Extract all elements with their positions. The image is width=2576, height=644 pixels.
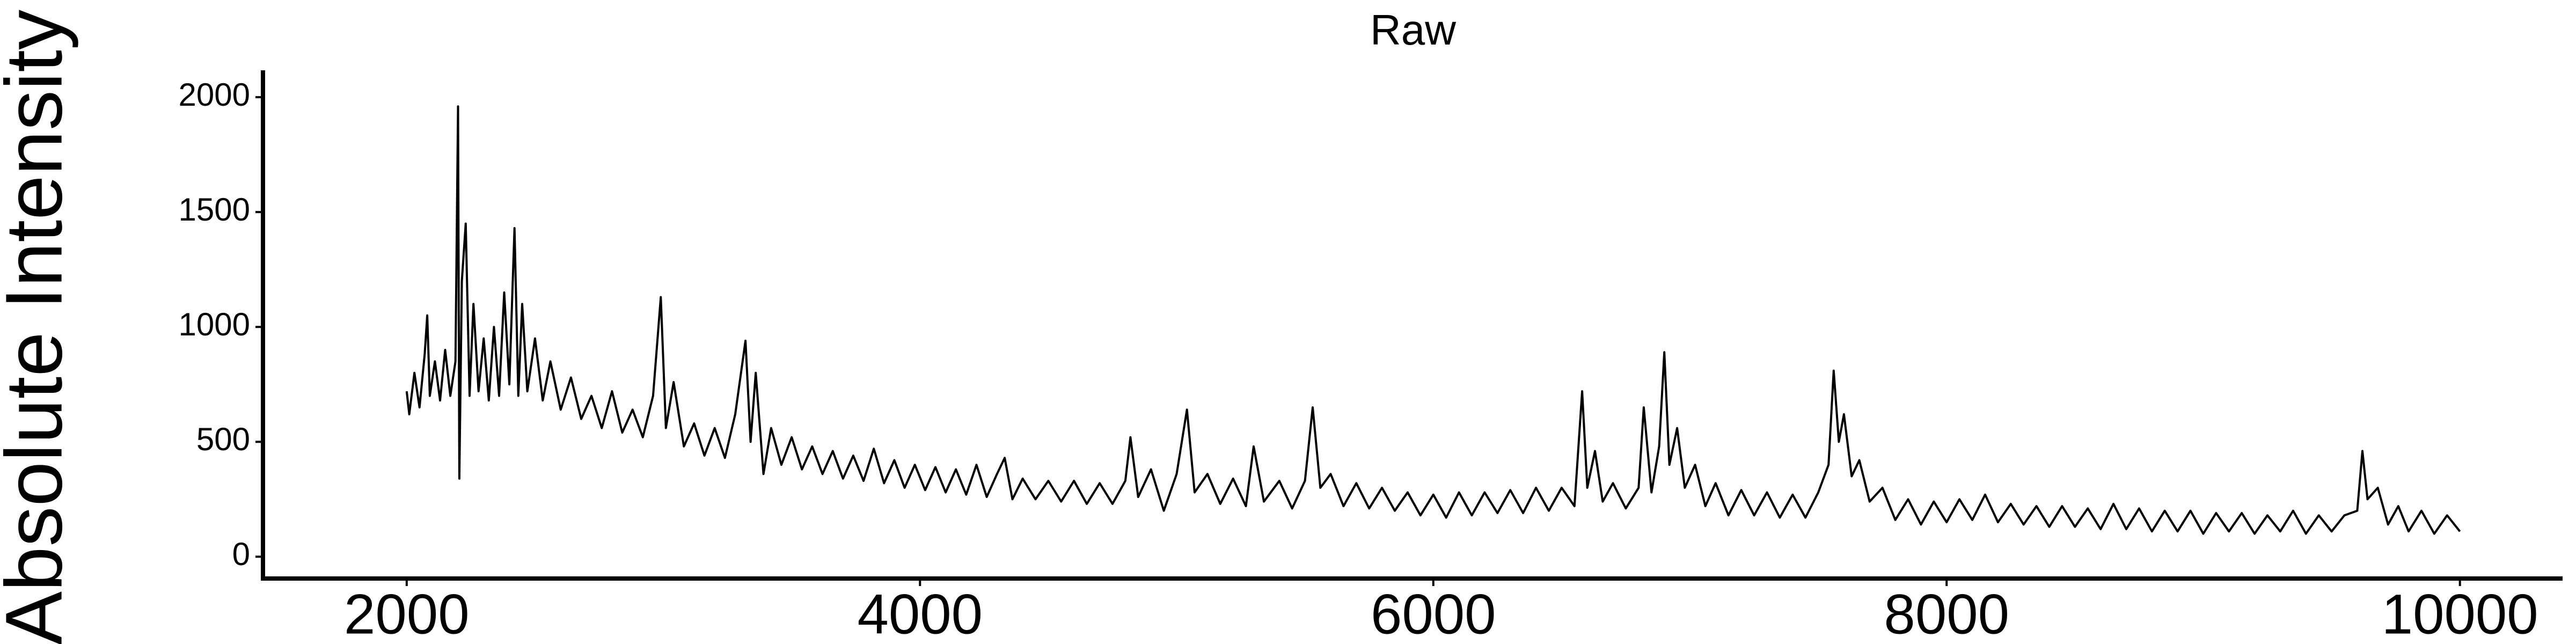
y-tick-label: 2000 (179, 77, 250, 113)
chart-title: Raw (1370, 6, 1456, 54)
x-tick-label: 4000 (857, 583, 983, 644)
x-tick-label: 10000 (2382, 583, 2538, 644)
y-tick-label: 0 (232, 536, 250, 572)
y-tick-label: 500 (196, 421, 250, 457)
y-axis-label: Absolute Intensity (0, 10, 79, 644)
y-tick-label: 1000 (179, 306, 250, 342)
x-tick-label: 8000 (1884, 583, 2009, 644)
spectrum-line (405, 105, 2461, 535)
x-tick-label: 2000 (344, 583, 470, 644)
y-tick-label: 1500 (179, 192, 250, 228)
x-tick-label: 6000 (1371, 583, 1496, 644)
